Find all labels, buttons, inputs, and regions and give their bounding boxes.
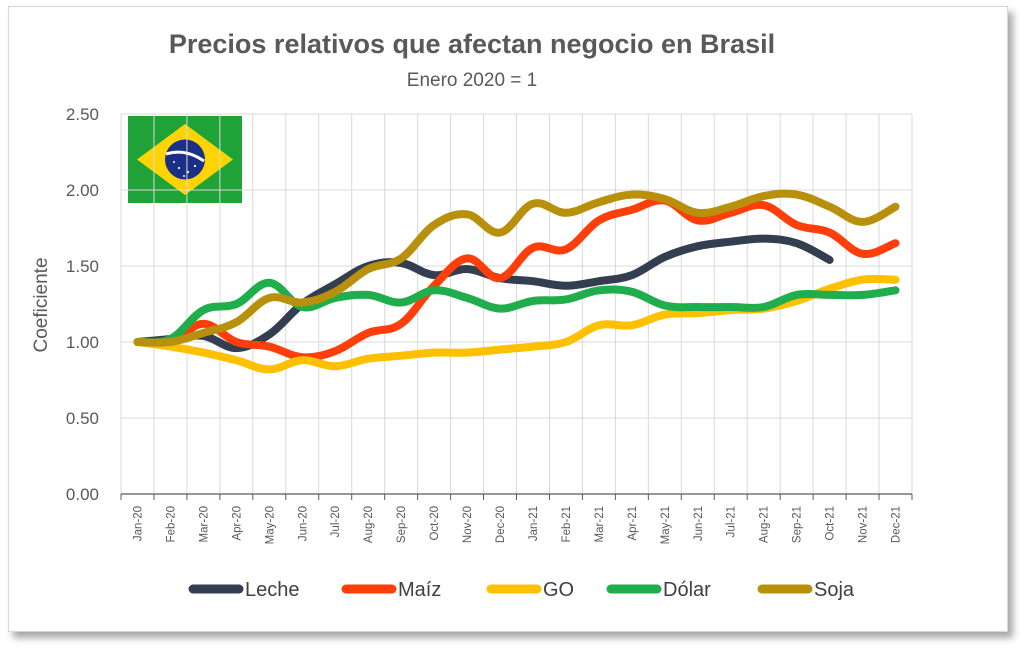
series-line-maiz: [133, 196, 900, 362]
chart-card: [8, 6, 1008, 632]
x-tick-label: Feb-20: [165, 506, 177, 542]
x-tick-label: Nov-20: [462, 506, 474, 543]
legend: Leche Maíz GO Dólar Soja: [188, 579, 855, 601]
x-tick-label: Aug-20: [363, 506, 375, 543]
x-tick-label: Jan-20: [132, 506, 144, 541]
gridlines: [120, 113, 913, 494]
x-tick-label: Jul-20: [330, 506, 342, 537]
chart-subtitle: Enero 2020 = 1: [407, 70, 537, 91]
x-tick-label: Jun-20: [297, 506, 309, 541]
legend-label-maiz: Maíz: [398, 579, 441, 601]
legend-label-soja: Soja: [814, 579, 855, 601]
y-tick-label: 1.50: [66, 257, 99, 276]
series-lines: [133, 189, 900, 374]
x-tick-label: Sep-21: [792, 506, 804, 543]
brazil-flag-icon: [128, 116, 242, 203]
series-line-soja: [133, 189, 900, 347]
x-tick-label: Nov-21: [858, 506, 870, 543]
x-tick-label: Apr-21: [627, 506, 639, 541]
axes: [120, 493, 913, 500]
x-tick-label: Jul-21: [726, 506, 738, 537]
chart-title: Precios relativos que afectan negocio en…: [169, 29, 775, 59]
x-tick-label: Oct-21: [825, 506, 837, 541]
y-axis-ticks: 0.00 0.50 1.00 1.50 2.00 2.50: [66, 105, 99, 504]
x-tick-label: Dec-20: [495, 506, 507, 543]
x-tick-label: Oct-20: [429, 506, 441, 541]
x-tick-label: Mar-20: [198, 506, 210, 542]
series-line-dolar: [133, 278, 900, 347]
y-axis-label: Coeficiente: [31, 257, 52, 352]
x-tick-label: Mar-21: [594, 506, 606, 542]
x-tick-label: Feb-21: [561, 506, 573, 542]
x-tick-label: Apr-20: [231, 506, 243, 541]
x-tick-label: Sep-20: [396, 506, 408, 543]
y-tick-label: 0.00: [66, 485, 99, 504]
y-tick-label: 0.50: [66, 409, 99, 428]
legend-label-dolar: Dólar: [663, 579, 711, 601]
legend-label-leche: Leche: [245, 579, 300, 601]
x-tick-label: Jan-21: [528, 506, 540, 541]
y-tick-label: 2.50: [66, 105, 99, 124]
x-tick-label: Dec-21: [891, 506, 903, 543]
x-tick-label: Aug-21: [759, 506, 771, 543]
x-tick-label: May-20: [264, 506, 276, 544]
y-tick-label: 2.00: [66, 181, 99, 200]
legend-label-go: GO: [543, 579, 574, 601]
x-tick-label: Jun-21: [693, 506, 705, 541]
y-tick-label: 1.00: [66, 333, 99, 352]
x-tick-label: May-21: [660, 506, 672, 544]
x-axis-ticks: Jan-20 Feb-20 Mar-20 Apr-20 May-20 Jun-20 Jul-…: [132, 506, 902, 544]
